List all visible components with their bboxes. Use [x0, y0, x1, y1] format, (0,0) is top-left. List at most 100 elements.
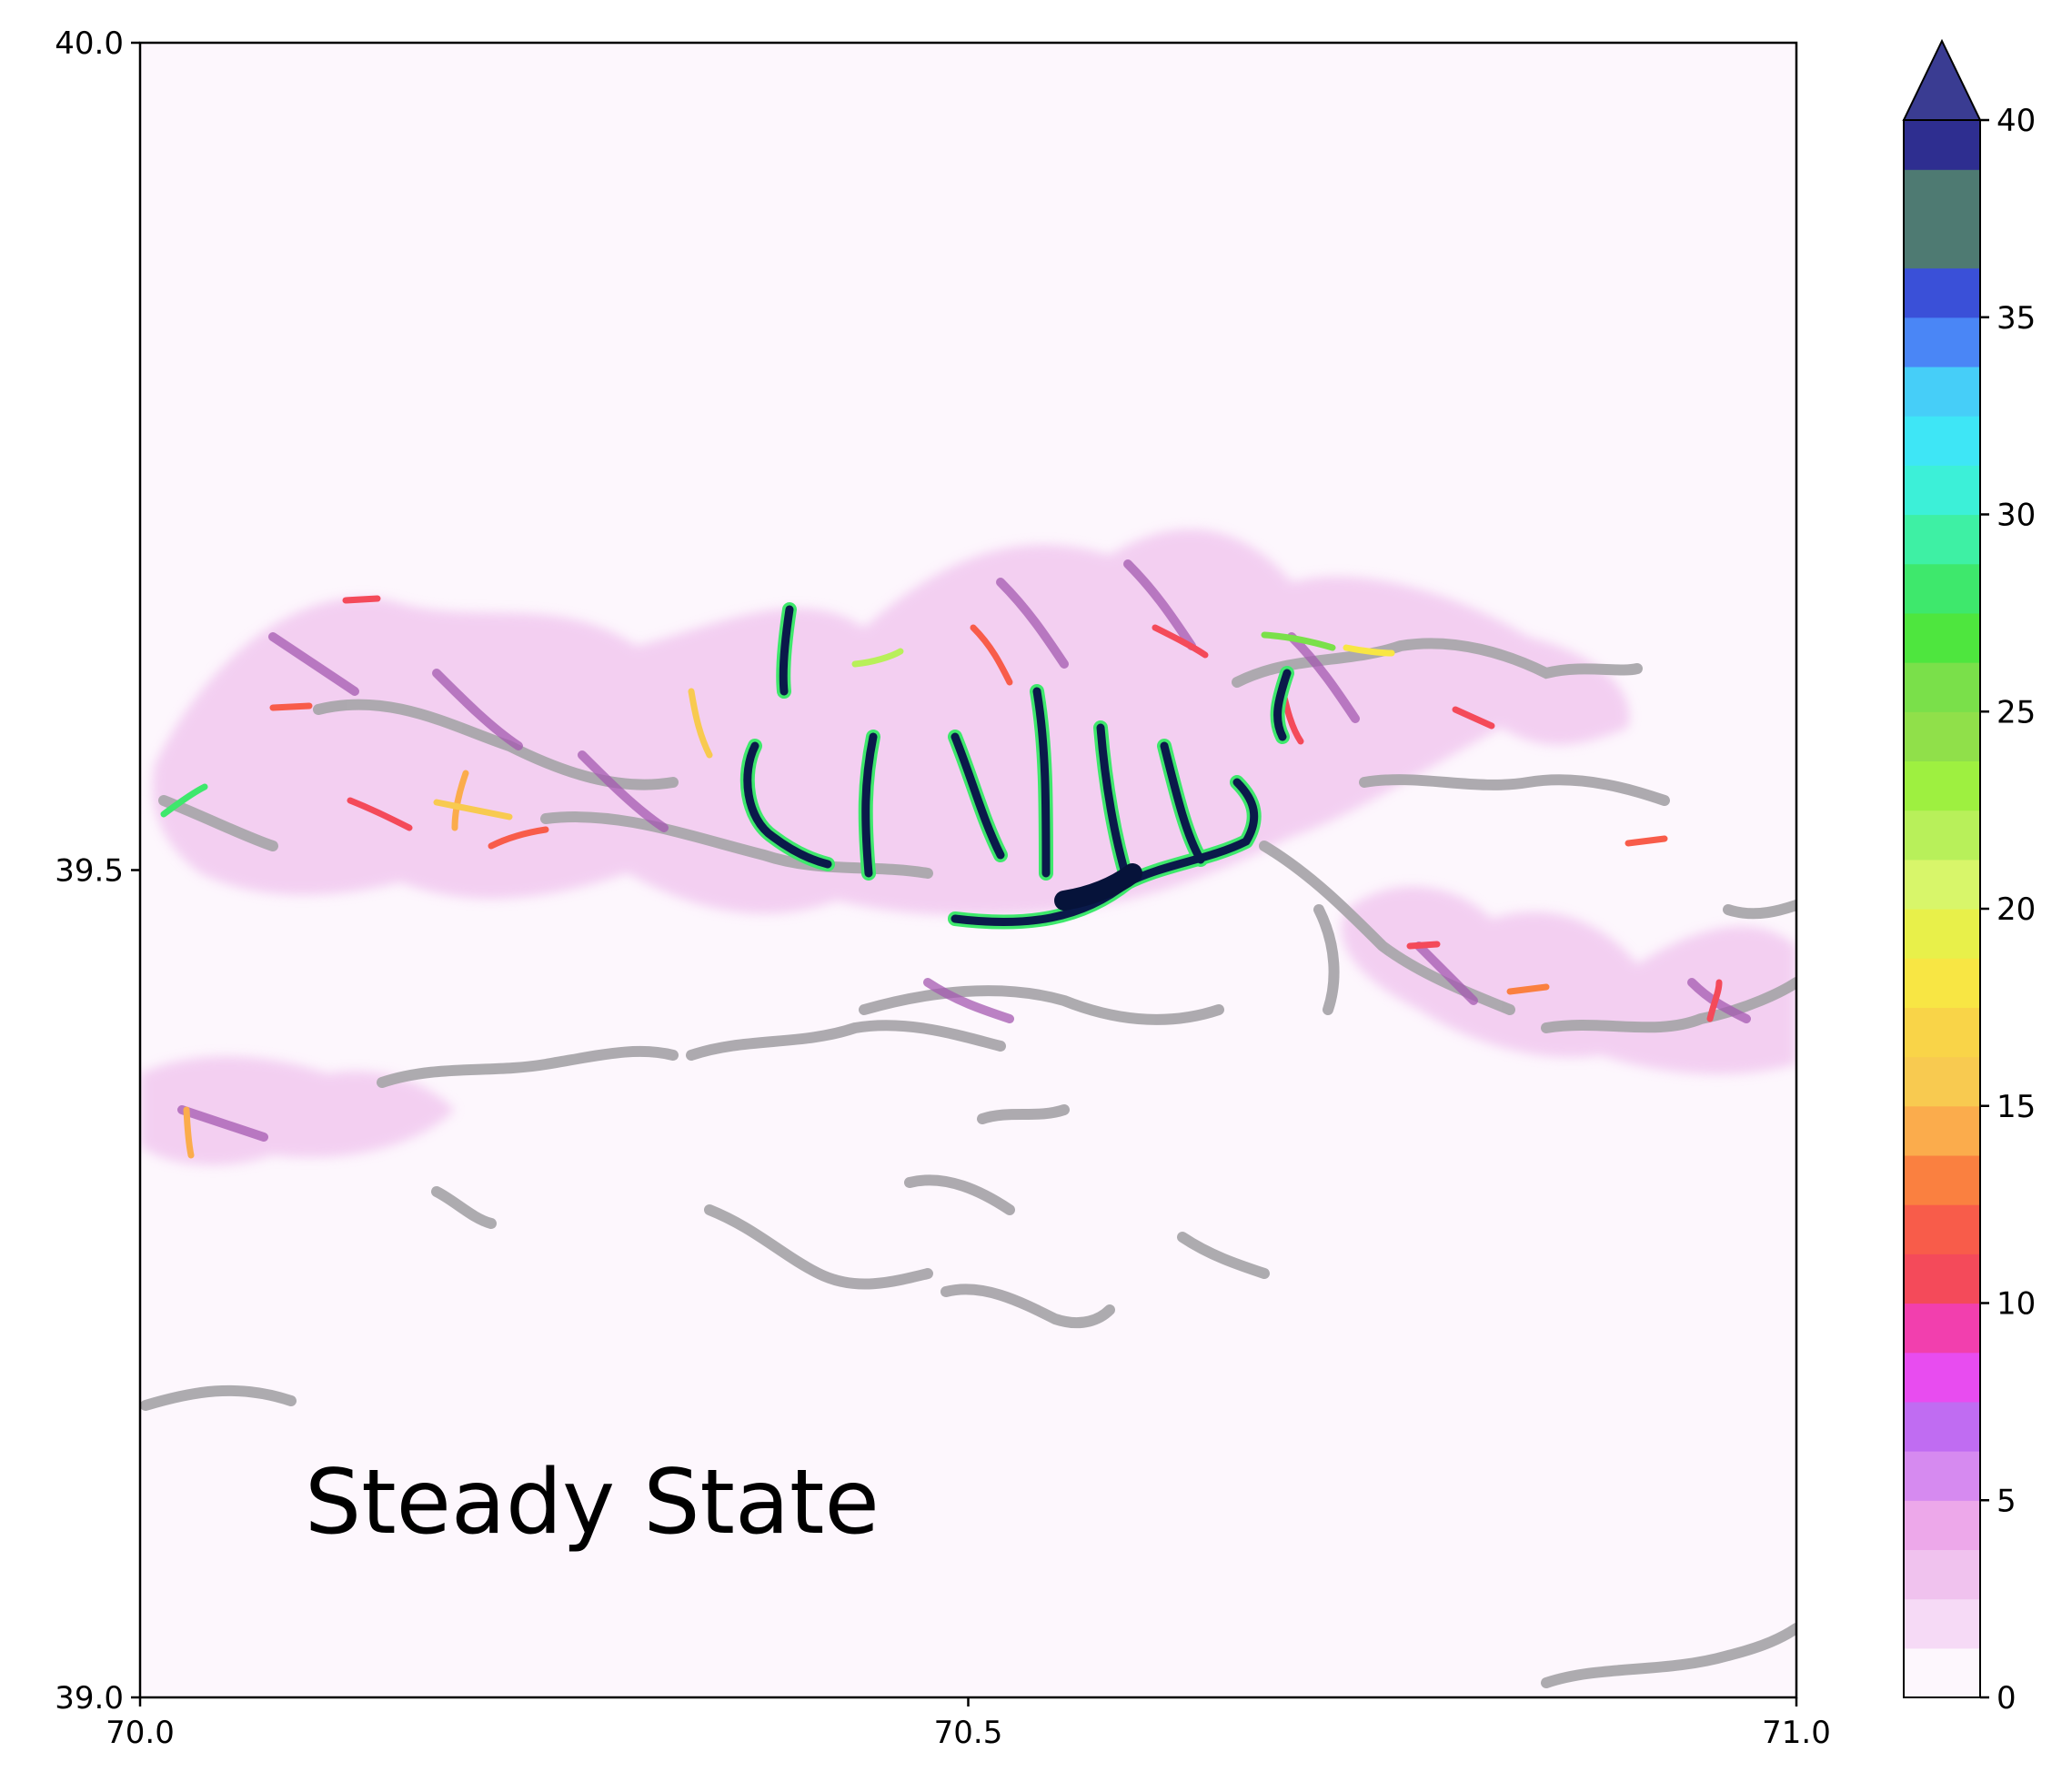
colorbar-segment [1904, 120, 1980, 170]
moderate-ice-streak-3 [347, 797, 413, 831]
main-glacier-trunk-core [951, 778, 1259, 927]
terrain-ridge-20 [1723, 900, 1796, 920]
colorbar-segment [1904, 662, 1980, 712]
colorbar-segment [1904, 514, 1980, 565]
glacier-tributary-2-core [1096, 723, 1132, 887]
colorbar-segment [1904, 958, 1980, 1008]
colorbar-tick-label: 20 [1997, 891, 2036, 928]
colorbar-segment [1904, 1549, 1980, 1600]
colorbar-segment [1904, 1154, 1980, 1205]
ice-halo-southwest [140, 1056, 455, 1165]
y-tick-label: 40.0 [55, 25, 124, 62]
thin-ice-streak-9 [1123, 559, 1196, 650]
glacier-tributary-4-core [951, 732, 1005, 860]
thin-ice-streak-10 [923, 978, 1014, 1023]
glacier-tributary-1-core [1032, 687, 1051, 878]
colorbar-segment [1904, 1647, 1980, 1698]
colorbar: 0 5 10 15 20 25 30 35 40 [1902, 38, 2036, 1717]
thin-ice-streak-3 [578, 750, 669, 832]
moderate-ice-streak-5 [451, 770, 469, 831]
glacier-tributary-7-core [779, 605, 794, 696]
moderate-ice-streak-4 [160, 783, 208, 818]
thin-ice-streak-2 [432, 669, 523, 750]
colorbar-segment [1904, 416, 1980, 466]
moderate-ice-streak-12 [1624, 835, 1668, 847]
colorbar-segment [1904, 1303, 1980, 1354]
main-glacier-core [743, 605, 1292, 927]
glacier-tributary-6-core [743, 741, 832, 869]
thin-ice-streak-1 [268, 632, 359, 696]
annotation-steady-state: Steady State [305, 1451, 880, 1555]
colorbar-segment [1904, 563, 1980, 614]
terrain-ridge-13 [1541, 1623, 1796, 1688]
colorbar-tick-label: 10 [1997, 1286, 2036, 1323]
thin-ice-streak-4 [996, 578, 1069, 669]
terrain-ridge-1 [313, 699, 679, 790]
colorbar-segment [1904, 1352, 1980, 1403]
thin-ice-streak-6 [1414, 941, 1478, 1005]
colorbar-segment [1904, 1204, 1980, 1254]
moderate-ice-streak-14 [1406, 941, 1441, 950]
colorbar-segment [1904, 1105, 1980, 1156]
colorbar-segment [1904, 810, 1980, 861]
thin-ice-streaks [177, 559, 1751, 1142]
moderate-ice-streak-10 [1343, 644, 1395, 657]
colorbar-tick-label: 0 [1997, 1680, 2017, 1717]
terrain-ridge-12 [140, 1384, 297, 1411]
x-tick-label: 70.5 [934, 1715, 1003, 1751]
terrain-ridge-18 [977, 1104, 1070, 1124]
terrain-ridge-4 [686, 1020, 1006, 1061]
terrain-ridge-16 [1177, 1232, 1270, 1279]
moderate-ice-streak-13 [1506, 983, 1550, 995]
plot-area: Steady State [138, 41, 1798, 1699]
main-glacier [739, 602, 1294, 930]
thin-ice-streak-7 [1687, 978, 1751, 1023]
colorbar-segment [1904, 859, 1980, 910]
colorbar-segment [1904, 366, 1980, 417]
moderate-ice-streak-7 [688, 688, 713, 759]
x-tick-label: 71.0 [1762, 1715, 1831, 1751]
colorbar-segment [1904, 1500, 1980, 1551]
terrain-ridge-3 [859, 985, 1224, 1025]
moderate-ice-streak-6 [488, 826, 549, 850]
colorbar-segment [1904, 267, 1980, 318]
colorbar-segment [1904, 1253, 1980, 1304]
x-tick-label: 70.0 [106, 1715, 175, 1751]
colorbar-segment [1904, 760, 1980, 811]
terrain-ridge-5 [377, 1045, 679, 1088]
glacier-tributary-3-core [1160, 741, 1205, 864]
terrain-ridge-10 [904, 1174, 1015, 1215]
colorbar-tick-label: 30 [1997, 498, 2036, 534]
colorbar-segment [1904, 612, 1980, 663]
colorbar-segment [1904, 169, 1980, 219]
moderate-ice-streak-17 [433, 799, 513, 821]
moderate-ice-streak-16 [183, 1106, 195, 1159]
terrain-ridge-8 [1359, 774, 1670, 806]
moderate-ice-streak-20 [1152, 624, 1209, 659]
colorbar-tick-label: 35 [1997, 300, 2036, 337]
y-tick-label: 39.0 [55, 1680, 124, 1717]
y-tick-label: 39.5 [55, 853, 124, 890]
thin-ice-streak-8 [177, 1105, 268, 1142]
terrain-ridge-9 [704, 1204, 933, 1290]
colorbar-segment [1904, 711, 1980, 762]
moderate-ice-streak-9 [1261, 631, 1336, 651]
colorbar-tick-label: 15 [1997, 1089, 2036, 1125]
x-axis: 70.0 70.5 71.0 [106, 1697, 1831, 1751]
terrain-ridge-17 [431, 1186, 497, 1229]
moderate-ice-streak-19 [970, 624, 1013, 686]
moderate-ice-streaks [160, 595, 1723, 1159]
colorbar-segment [1904, 1056, 1980, 1107]
glacier-tributary-8-core [1273, 669, 1292, 741]
moderate-ice-streak-18 [1452, 706, 1495, 730]
moderate-ice-streak-2 [269, 702, 313, 711]
colorbar-segment [1904, 317, 1980, 367]
colorbar-segment [1904, 465, 1980, 516]
main-glacier-tongue-core [1054, 863, 1142, 911]
terrain-ridge-19 [1313, 904, 1340, 1015]
moderate-ice-streak-15 [1706, 979, 1723, 1022]
colorbar-tick-label: 5 [1997, 1483, 2017, 1519]
colorbar-segment [1904, 909, 1980, 959]
terrain-ridge-7 [1541, 977, 1796, 1033]
